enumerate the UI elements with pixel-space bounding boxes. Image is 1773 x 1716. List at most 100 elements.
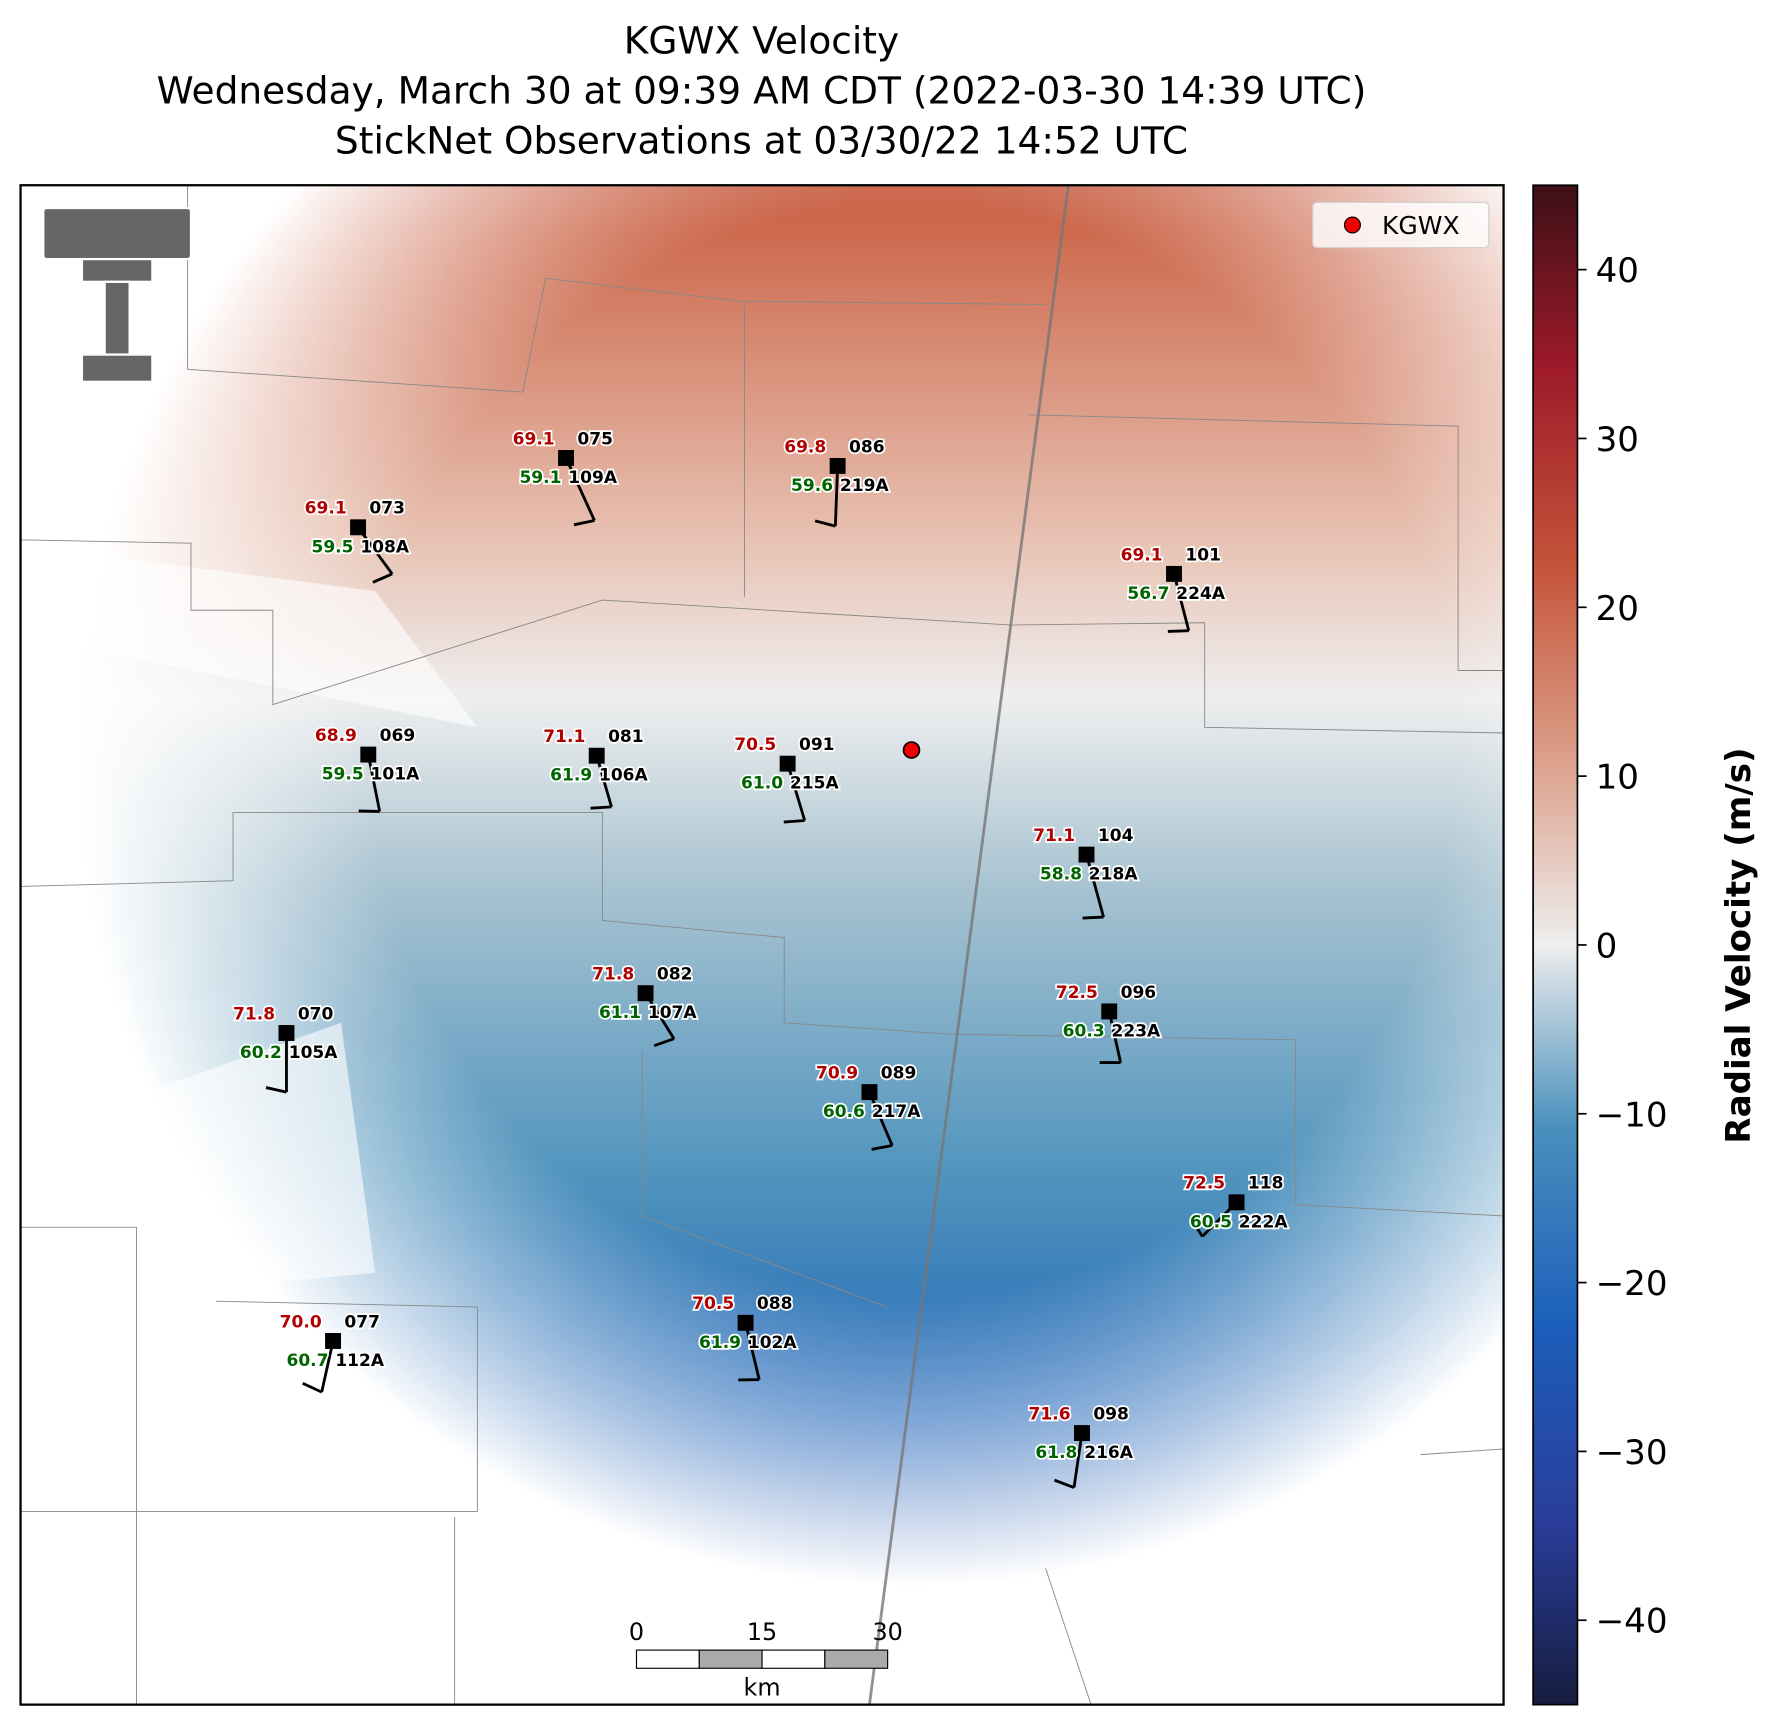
wind-staff	[1085, 854, 1105, 918]
temperature: 69.1	[1121, 545, 1163, 565]
wind-barb	[1082, 915, 1104, 920]
title-line: KGWX Velocity	[624, 18, 899, 62]
temperature: 69.8	[784, 437, 826, 457]
dewpoint: 61.1	[599, 1003, 641, 1023]
station-marker	[1228, 1194, 1245, 1211]
wind-staff	[595, 755, 613, 808]
station-id: 073	[369, 499, 405, 519]
highway	[868, 185, 1070, 1705]
velocity-field	[20, 185, 1504, 1614]
map-frame	[19, 184, 1505, 1706]
colorbar-ramp	[1532, 184, 1579, 1706]
station-id: 082	[657, 965, 693, 985]
probe-id: 218A	[1089, 865, 1139, 885]
wind-staff	[1107, 1011, 1122, 1063]
temperature: 71.8	[592, 965, 634, 985]
wind-staff	[833, 465, 840, 527]
title-line: Wednesday, March 30 at 09:39 AM CDT (202…	[157, 68, 1367, 112]
scale-segment	[761, 1649, 826, 1669]
dewpoint: 56.7	[1127, 584, 1169, 604]
station-id: 101	[1185, 545, 1221, 565]
dewpoint: 61.0	[741, 774, 783, 794]
dewpoint: 59.5	[311, 537, 353, 557]
station-id: 081	[608, 727, 644, 747]
wind-barb	[871, 1144, 893, 1151]
wind-staff	[744, 1322, 761, 1380]
wind-staff	[868, 1091, 894, 1147]
station-id: 096	[1121, 983, 1157, 1003]
scale-label: 0	[629, 1618, 644, 1646]
scale-unit: km	[744, 1674, 781, 1702]
dewpoint: 61.9	[550, 766, 592, 786]
dewpoint: 61.8	[1035, 1443, 1077, 1463]
probe-id: 224A	[1176, 584, 1226, 604]
probe-id: 112A	[335, 1351, 385, 1371]
probe-id: 105A	[289, 1043, 339, 1063]
legend-box	[1312, 201, 1490, 249]
colorbar-tick-label: −20	[1596, 1264, 1668, 1304]
wind-barb	[1167, 629, 1189, 633]
probe-id: 222A	[1239, 1212, 1289, 1232]
colorbar-tick-label: −40	[1596, 1602, 1668, 1642]
station-marker	[325, 1333, 342, 1349]
colorbar-tick-label: −30	[1596, 1433, 1668, 1473]
station-marker	[360, 746, 377, 763]
dewpoint: 60.7	[286, 1351, 328, 1371]
wind-barb	[573, 519, 595, 527]
wind-staff	[786, 763, 807, 821]
probe-id: 219A	[840, 476, 890, 496]
colorbar-tick-label: 20	[1596, 589, 1639, 629]
temperature: 70.5	[692, 1294, 734, 1314]
colorbar-label: Radial Velocity (m/s)	[1719, 747, 1759, 1143]
colorbar-tick-label: 40	[1596, 251, 1639, 291]
wind-barb	[265, 1086, 287, 1094]
wind-staff	[320, 1340, 335, 1393]
probe-id: 102A	[748, 1333, 798, 1353]
temperature: 69.1	[305, 499, 347, 519]
station-id: 089	[881, 1063, 917, 1083]
radar-site	[902, 741, 921, 759]
wind-barb	[1053, 1478, 1075, 1489]
station-marker	[558, 450, 574, 466]
scale-label: 30	[872, 1618, 902, 1646]
station-id: 104	[1098, 826, 1134, 846]
scale-segment	[635, 1649, 700, 1669]
dewpoint: 61.9	[699, 1333, 741, 1353]
colorbar-tick-label: −10	[1596, 1095, 1668, 1135]
county-lines	[20, 185, 1504, 1705]
probe-id: 216A	[1084, 1443, 1134, 1463]
probe-id: 101A	[371, 765, 421, 785]
temperature: 71.1	[1033, 826, 1075, 846]
station-id: 075	[577, 429, 613, 449]
dewpoint: 60.5	[1190, 1212, 1232, 1232]
wind-barb	[783, 819, 805, 824]
temperature: 72.5	[1183, 1174, 1225, 1194]
station-marker	[350, 519, 367, 536]
wind-staff	[1172, 573, 1191, 632]
wind-barb	[302, 1381, 323, 1394]
station-marker	[588, 747, 605, 764]
station-id: 091	[799, 735, 835, 755]
station-id: 098	[1093, 1404, 1129, 1424]
station-marker	[1166, 565, 1182, 582]
temperature: 71.1	[543, 727, 585, 747]
wind-barb	[653, 1037, 675, 1048]
dewpoint: 59.6	[791, 476, 833, 496]
station-id: 070	[298, 1004, 334, 1024]
temperature: 70.0	[280, 1312, 322, 1332]
probe-id: 108A	[360, 537, 410, 557]
station-marker	[278, 1025, 295, 1041]
dewpoint: 58.8	[1040, 865, 1082, 885]
temperature: 72.5	[1056, 983, 1098, 1003]
dewpoint: 60.3	[1063, 1021, 1105, 1041]
scale-segment	[698, 1649, 763, 1669]
logo	[42, 206, 193, 383]
station-id: 086	[849, 437, 885, 457]
probe-id: 106A	[599, 766, 649, 786]
wind-staff	[1072, 1432, 1084, 1488]
dewpoint: 59.1	[519, 468, 561, 488]
legend-marker	[1343, 216, 1361, 234]
scale-bar: 0 15 30 km	[629, 1618, 903, 1702]
